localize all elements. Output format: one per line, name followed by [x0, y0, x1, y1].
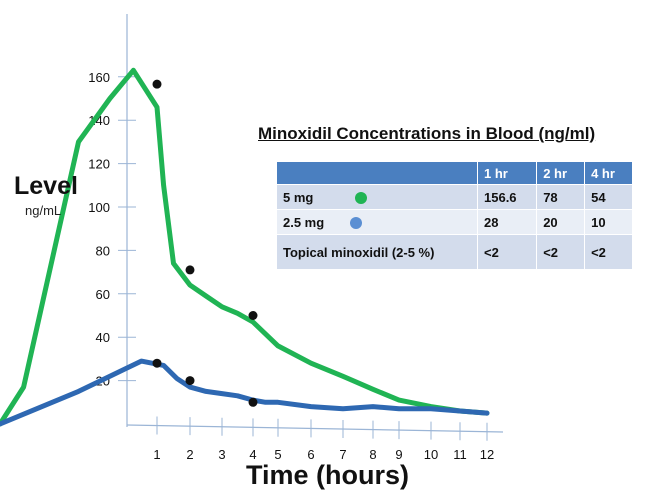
- y-tick-label: 160: [88, 70, 110, 85]
- header-cell-1hr: 1 hr: [476, 161, 538, 185]
- y-axis-label: Level: [14, 172, 78, 200]
- x-axis-label: Time (hours): [246, 460, 410, 490]
- table-cell: <2: [476, 234, 538, 270]
- y-tick-label: 60: [96, 287, 110, 302]
- x-tick-label: 3: [218, 447, 225, 462]
- table-title: Minoxidil Concentrations in Blood (ng/ml…: [258, 124, 596, 143]
- row-label-cell: 2.5 mg: [276, 209, 478, 235]
- table-cell: 54: [584, 184, 633, 210]
- header-cell-4hr: 4 hr: [584, 161, 633, 185]
- data-marker: [152, 79, 162, 89]
- row-label: 5 mg: [283, 189, 314, 205]
- x-tick-label: 12: [480, 447, 494, 462]
- header-cell-2hr: 2 hr: [536, 161, 586, 185]
- data-marker: [248, 311, 258, 320]
- table-header-row: 1 hr 2 hr 4 hr: [276, 161, 633, 185]
- table-cell: <2: [536, 234, 586, 270]
- series-line-1: [0, 67, 490, 427]
- y-axis-unit: ng/mL: [25, 203, 62, 218]
- table-cell: 156.6: [476, 184, 538, 210]
- table-cell: 28: [476, 209, 538, 235]
- x-axis-line: [126, 424, 504, 433]
- x-tick-label: 4: [249, 447, 256, 462]
- x-tick-label: 6: [307, 447, 314, 462]
- row-label-cell: Topical minoxidil (2-5 %): [276, 234, 478, 270]
- y-tick-label: 40: [96, 330, 110, 345]
- y-tick-label: 120: [88, 157, 110, 172]
- table-cell: 20: [536, 209, 586, 235]
- table-row: 2.5 mg 28 20 10: [276, 209, 633, 235]
- x-tick-label: 9: [395, 447, 402, 462]
- y-tick-label: 80: [96, 243, 110, 258]
- x-tick-label: 2: [186, 447, 193, 462]
- table-row: 5 mg 156.6 78 54: [276, 184, 633, 210]
- x-tick-label: 8: [369, 447, 376, 462]
- x-tick-label: 11: [453, 447, 467, 462]
- data-marker: [248, 397, 258, 407]
- row-label-cell: 5 mg: [276, 184, 478, 210]
- concentration-table: 1 hr 2 hr 4 hr 5 mg 156.6 78 54 2.5 mg 2…: [276, 161, 633, 270]
- header-cell-blank: [276, 161, 478, 185]
- table-cell: 10: [584, 209, 633, 235]
- y-tick-label: 100: [88, 200, 110, 215]
- green-dot-icon: [354, 192, 367, 205]
- series-line-2: [0, 358, 490, 427]
- row-label: Topical minoxidil (2-5 %): [283, 244, 435, 260]
- x-tick-label: 5: [274, 447, 281, 462]
- row-label: 2.5 mg: [283, 214, 325, 230]
- table-row: Topical minoxidil (2-5 %) <2 <2 <2: [276, 234, 633, 270]
- x-tick-label: 7: [339, 447, 346, 462]
- data-marker: [152, 358, 162, 368]
- data-marker: [185, 265, 195, 275]
- table-cell: <2: [584, 234, 633, 270]
- x-tick-label: 10: [424, 447, 438, 462]
- data-marker: [185, 376, 195, 386]
- table-cell: 78: [536, 184, 586, 210]
- blue-dot-icon: [349, 217, 362, 230]
- x-tick-label: 1: [153, 447, 160, 462]
